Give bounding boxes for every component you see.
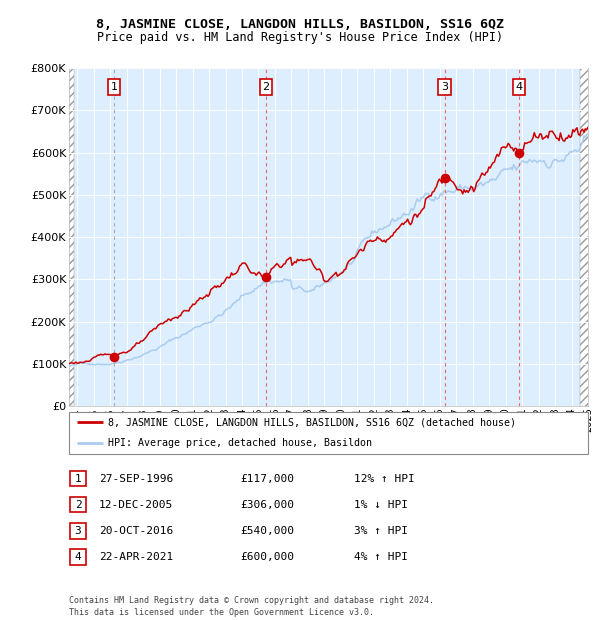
Text: 1: 1 [74,474,82,484]
Text: 3% ↑ HPI: 3% ↑ HPI [354,526,408,536]
Text: 27-SEP-1996: 27-SEP-1996 [99,474,173,484]
Bar [69,68,74,406]
Text: 1% ↓ HPI: 1% ↓ HPI [354,500,408,510]
FancyBboxPatch shape [69,412,588,454]
Text: 4: 4 [74,552,82,562]
Text: £540,000: £540,000 [240,526,294,536]
Text: 3: 3 [74,526,82,536]
Bar [580,68,596,406]
Text: 1: 1 [110,82,118,92]
Text: 20-OCT-2016: 20-OCT-2016 [99,526,173,536]
FancyBboxPatch shape [70,497,86,513]
Text: 4% ↑ HPI: 4% ↑ HPI [354,552,408,562]
Text: 12-DEC-2005: 12-DEC-2005 [99,500,173,510]
Text: 4: 4 [515,82,523,92]
Text: 8, JASMINE CLOSE, LANGDON HILLS, BASILDON, SS16 6QZ (detached house): 8, JASMINE CLOSE, LANGDON HILLS, BASILDO… [108,417,516,427]
Text: 2: 2 [74,500,82,510]
Text: HPI: Average price, detached house, Basildon: HPI: Average price, detached house, Basi… [108,438,372,448]
Text: £117,000: £117,000 [240,474,294,484]
FancyBboxPatch shape [70,471,86,487]
Text: Price paid vs. HM Land Registry's House Price Index (HPI): Price paid vs. HM Land Registry's House … [97,31,503,43]
Text: 12% ↑ HPI: 12% ↑ HPI [354,474,415,484]
Text: 8, JASMINE CLOSE, LANGDON HILLS, BASILDON, SS16 6QZ: 8, JASMINE CLOSE, LANGDON HILLS, BASILDO… [96,19,504,31]
Text: 2: 2 [262,82,269,92]
FancyBboxPatch shape [70,523,86,539]
Text: 22-APR-2021: 22-APR-2021 [99,552,173,562]
Text: Contains HM Land Registry data © Crown copyright and database right 2024.
This d: Contains HM Land Registry data © Crown c… [69,596,434,617]
Text: £600,000: £600,000 [240,552,294,562]
Text: £306,000: £306,000 [240,500,294,510]
Text: 3: 3 [441,82,448,92]
FancyBboxPatch shape [70,549,86,565]
